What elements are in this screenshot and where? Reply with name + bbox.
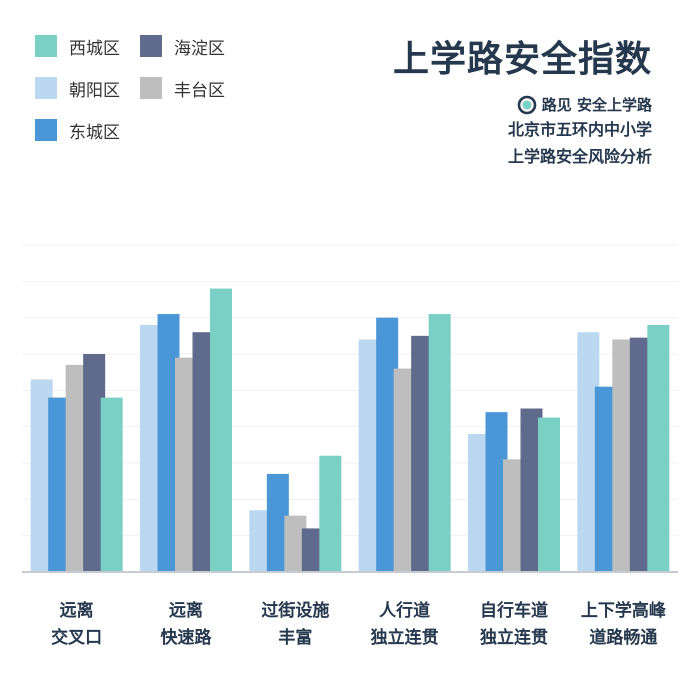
bar-1-4	[210, 288, 232, 572]
brand-row: 路见 安全上学路	[393, 94, 652, 115]
title-block: 上学路安全指数 路见 安全上学路 北京市五环内中小学 上学路安全风险分析	[393, 30, 652, 169]
bar-0-4	[100, 397, 123, 572]
bar-4-2	[503, 459, 525, 572]
category-label-line: 远离	[169, 601, 203, 621]
category-label-line: 快速路	[160, 628, 212, 648]
bar-0-0	[30, 379, 53, 572]
legend-item-xicheng: 西城区	[35, 34, 120, 59]
bar-5-3	[629, 337, 652, 572]
chart-title: 上学路安全指数	[392, 39, 652, 80]
legend-label: 海淀区	[174, 38, 225, 59]
bar-1-2	[175, 357, 197, 572]
category-label-line: 独立连贯	[480, 628, 548, 648]
category-label-line: 独立连贯	[370, 628, 439, 648]
bar-1-0	[140, 324, 162, 572]
category-label: 过街设施 丰富	[240, 598, 350, 652]
bar-0-3	[83, 354, 106, 572]
bar-3-4	[428, 314, 451, 572]
legend-swatch	[140, 35, 162, 57]
category-label: 自行车道 独立连贯	[459, 598, 569, 652]
category-label: 远离 交叉口	[22, 598, 132, 652]
bar-1-3	[192, 332, 215, 572]
category-label-line: 交叉口	[51, 628, 103, 648]
bar-4-1	[485, 412, 508, 572]
subtitle-line-2: 上学路安全风险分析	[507, 147, 652, 166]
bar-0-1	[48, 397, 71, 572]
legend-label: 丰台区	[174, 80, 225, 101]
chart-bars	[30, 288, 670, 572]
bar-2-3	[301, 528, 324, 572]
legend-item-fengtai: 丰台区	[140, 76, 225, 101]
legend-item-dongcheng: 东城区	[35, 118, 120, 143]
subtitle-line-1: 北京市五环内中小学	[507, 120, 652, 139]
category-label-line: 丰富	[278, 628, 313, 648]
category-label: 人行道 独立连贯	[350, 598, 460, 652]
legend-swatch	[140, 77, 162, 99]
bar-4-3	[520, 408, 543, 572]
bar-5-1	[594, 386, 617, 572]
bar-2-2	[284, 515, 307, 572]
bar-2-1	[266, 473, 289, 572]
bar-5-0	[577, 332, 600, 572]
road-seeing-logo-icon	[517, 95, 537, 114]
brand-name: 路见 安全上学路	[541, 96, 652, 114]
category-label-line: 远离	[59, 601, 94, 621]
chart-legend: 西城区 海淀区 朝阳区 丰台区 东城区	[35, 30, 265, 150]
bar-3-3	[411, 335, 434, 572]
bar-5-4	[647, 324, 670, 572]
bar-2-0	[249, 510, 272, 572]
category-label-line: 人行道	[379, 601, 431, 621]
bar-3-1	[376, 317, 399, 572]
bar-5-2	[612, 339, 635, 572]
chart-gridlines	[22, 244, 678, 537]
legend-item-chaoyang: 朝阳区	[35, 76, 120, 101]
category-label: 远离 快速路	[131, 598, 241, 652]
category-label-line: 上下学高峰	[580, 601, 666, 621]
category-label-line: 自行车道	[480, 601, 548, 621]
category-label: 上下学高峰 道路畅通	[568, 598, 678, 652]
bar-4-4	[538, 417, 560, 572]
category-label-line: 过街设施	[261, 601, 330, 621]
bar-4-0	[468, 433, 490, 572]
bar-1-1	[157, 314, 180, 572]
legend-swatch	[35, 119, 57, 141]
category-label-line: 道路畅通	[589, 628, 658, 648]
legend-item-haidian: 海淀区	[140, 34, 225, 59]
bar-3-0	[358, 339, 381, 572]
legend-swatch	[35, 77, 57, 99]
legend-swatch	[35, 35, 57, 57]
bar-0-2	[65, 364, 88, 572]
bar-2-4	[319, 455, 342, 572]
legend-label: 朝阳区	[69, 80, 120, 101]
legend-label: 东城区	[69, 122, 120, 143]
bar-3-2	[393, 368, 416, 572]
legend-label: 西城区	[69, 38, 120, 59]
